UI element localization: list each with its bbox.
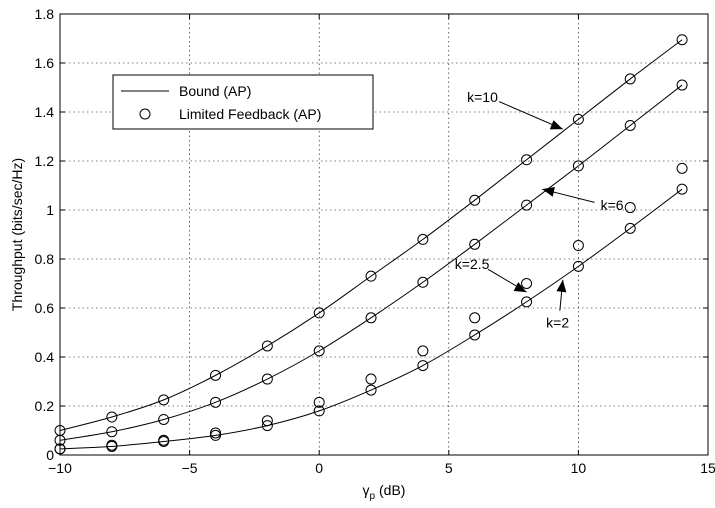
limited-feedback-point: [417, 360, 429, 372]
limited-feedback-point: [469, 238, 481, 250]
limited-feedback-point: [469, 329, 481, 341]
limited-feedback-point: [365, 270, 377, 282]
x-axis-subscript: p: [370, 491, 376, 502]
x-tick-label: −10: [48, 460, 72, 476]
limited-feedback-point: [572, 260, 584, 272]
y-axis-title: Throughput (bits/sec/Hz): [9, 158, 25, 311]
legend-circle-swatch: [139, 108, 151, 120]
limited-feedback-point: [572, 113, 584, 125]
limited-feedback-point: [106, 411, 118, 423]
limited-feedback-point: [365, 384, 377, 396]
annotation-arrowhead: [549, 120, 563, 130]
annotation-arrowhead: [513, 282, 527, 293]
legend-label: Limited Feedback (AP): [179, 106, 321, 122]
y-tick-label: 1.4: [35, 104, 55, 120]
limited-feedback-point: [572, 160, 584, 172]
limited-feedback-point: [313, 405, 325, 417]
limited-feedback-point: [572, 240, 584, 252]
limited-feedback-point: [261, 373, 273, 385]
limited-feedback-point: [261, 420, 273, 432]
limited-feedback-point: [521, 199, 533, 211]
limited-feedback-point: [676, 183, 688, 195]
curve-annotations: k=10 k=6 k=2.5 k=2: [455, 89, 624, 330]
x-tick-label: 15: [700, 460, 715, 476]
curve-label: k=2.5: [455, 256, 490, 272]
x-tick-label: 10: [571, 460, 587, 476]
limited-feedback-point: [624, 222, 636, 234]
grid: [60, 14, 708, 455]
y-tick-label: 0: [46, 447, 54, 463]
limited-feedback-point: [469, 312, 481, 324]
limited-feedback-point: [158, 394, 170, 406]
limited-feedback-point: [210, 427, 222, 439]
plot-frame: [59, 13, 709, 456]
annotation-arrowhead: [542, 186, 555, 197]
limited-feedback-point: [417, 345, 429, 357]
x-tick-label: 5: [445, 460, 453, 476]
legend: Bound (AP) Limited Feedback (AP): [112, 74, 374, 130]
y-tick-label: 0.8: [35, 251, 55, 267]
annotation-arrowhead: [556, 279, 567, 293]
limited-feedback-point: [313, 396, 325, 408]
limited-feedback-point: [210, 396, 222, 408]
limited-feedback-point: [676, 34, 688, 46]
x-tick-label: −5: [182, 460, 198, 476]
limited-feedback-point: [521, 296, 533, 308]
curve-label: k=6: [601, 197, 624, 213]
y-tick-label: 1: [46, 202, 54, 218]
limited-feedback-point: [676, 162, 688, 174]
limited-feedback-point: [210, 429, 222, 441]
y-tick-label: 0.2: [35, 398, 55, 414]
legend-label: Bound (AP): [179, 83, 251, 99]
limited-feedback-point: [624, 73, 636, 85]
limited-feedback-point: [417, 276, 429, 288]
limited-feedback-point: [313, 307, 325, 319]
limited-feedback-point: [106, 440, 118, 452]
limited-feedback-point: [624, 119, 636, 131]
y-tick-label: 1.2: [35, 153, 55, 169]
y-tick-label: 0.4: [35, 349, 55, 365]
limited-feedback-point: [106, 426, 118, 438]
limited-feedback-point: [417, 233, 429, 245]
limited-feedback-point: [261, 340, 273, 352]
limited-feedback-point: [210, 369, 222, 381]
limited-feedback-point: [261, 415, 273, 427]
limited-feedback-point: [365, 312, 377, 324]
limited-feedback-markers: [54, 34, 688, 455]
limited-feedback-point: [469, 194, 481, 206]
x-tick-label: 0: [315, 460, 323, 476]
limited-feedback-point: [521, 278, 533, 289]
limited-feedback-point: [624, 202, 636, 214]
curve-label: k=2: [546, 315, 569, 331]
y-tick-label: 1.8: [35, 6, 55, 22]
bound-curve: [59, 39, 683, 431]
y-tick-label: 0.6: [35, 300, 55, 316]
x-axis-unit: (dB): [375, 482, 405, 498]
legend-box: [112, 74, 374, 130]
limited-feedback-point: [158, 413, 170, 425]
y-tick-label: 1.6: [35, 55, 55, 71]
curve-label: k=10: [467, 89, 498, 105]
limited-feedback-point: [521, 154, 533, 166]
limited-feedback-point: [158, 436, 170, 448]
bound-curve: [59, 84, 683, 441]
x-axis-title: γp (dB): [363, 482, 406, 502]
limited-feedback-point: [313, 345, 325, 357]
limited-feedback-point: [365, 373, 377, 385]
x-axis-label: γ: [363, 482, 370, 498]
axis-ticks: −10 −5 0 5 10 15 0 0.2 0.4 0.6 0.8 1 1.2 1.4 1.6 1.8: [35, 6, 715, 476]
limited-feedback-point: [676, 79, 688, 91]
